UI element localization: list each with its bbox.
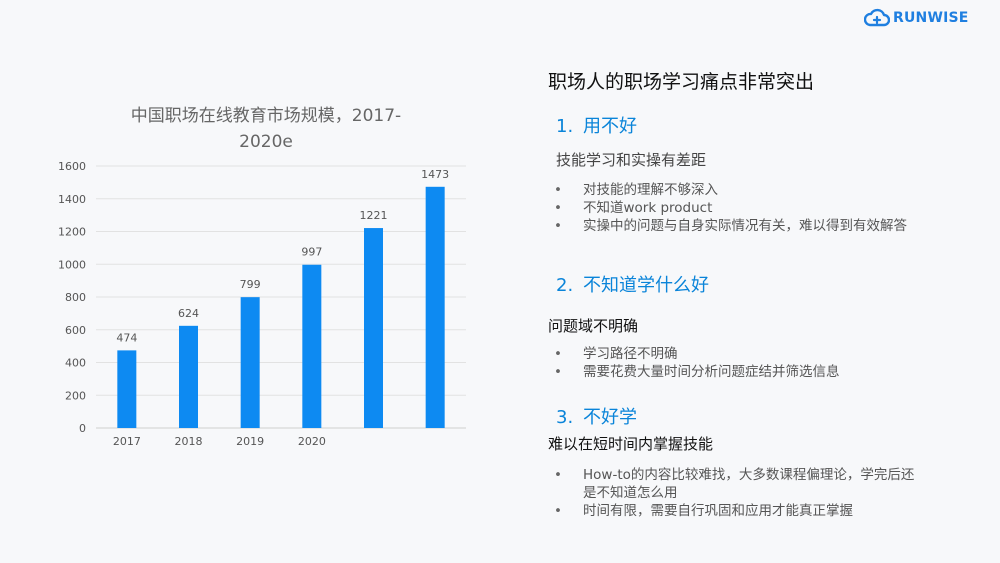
x-axis-ticks: 2017 2018 2019 2020 bbox=[113, 435, 326, 448]
logo-text: RUNWISE bbox=[893, 10, 969, 26]
list-item: 学习路径不明确 bbox=[554, 345, 840, 363]
list-item: 实操中的问题与自身实际情况有关，难以得到有效解答 bbox=[554, 217, 907, 235]
y-tick-label: 1600 bbox=[58, 160, 86, 173]
x-tick-label: 2017 bbox=[113, 435, 141, 448]
x-tick-label: 2019 bbox=[236, 435, 264, 448]
list-item: 对技能的理解不够深入 bbox=[554, 181, 907, 199]
data-labels: 474 624 799 997 1221 1473 bbox=[116, 168, 449, 345]
page-title: 职场人的职场学习痛点非常突出 bbox=[548, 71, 815, 93]
section-1-subhead: 技能学习和实操有差距 bbox=[556, 151, 707, 169]
y-tick-label: 200 bbox=[65, 389, 86, 402]
data-label: 624 bbox=[178, 307, 199, 320]
x-tick-label: 2018 bbox=[175, 435, 203, 448]
y-tick-label: 400 bbox=[65, 357, 86, 370]
runwise-logo: RUNWISE bbox=[864, 8, 969, 28]
gridlines bbox=[96, 165, 466, 429]
pain-points-panel: 职场人的职场学习痛点非常突出 1. 用不好 技能学习和实操有差距 对技能的理解不够… bbox=[530, 0, 1000, 563]
y-tick-label: 0 bbox=[79, 422, 86, 435]
data-label: 474 bbox=[116, 331, 137, 344]
section-3-title-text: 不好学 bbox=[583, 407, 637, 428]
data-label: 1473 bbox=[421, 168, 449, 181]
chart-title-line1: 中国职场在线教育市场规模，2017- bbox=[131, 106, 401, 126]
bar bbox=[425, 186, 445, 428]
bar bbox=[302, 264, 322, 428]
list-item: 时间有限，需要自行巩固和应用才能真正掌握 bbox=[554, 502, 914, 520]
y-axis-ticks: 0 200 400 600 800 1000 1200 1400 1600 bbox=[58, 160, 86, 435]
section-2-bullets: 学习路径不明确 需要花费大量时间分析问题症结并筛选信息 bbox=[554, 345, 840, 381]
chart-title-line2: 2020e bbox=[239, 132, 293, 152]
list-item: How-to的内容比较难找，大多数课程偏理论，学完后还 bbox=[554, 466, 914, 484]
section-3-title: 3. 不好学 bbox=[556, 403, 637, 429]
section-3-subhead: 难以在短时间内掌握技能 bbox=[548, 435, 714, 453]
bar bbox=[240, 297, 260, 428]
list-item: 不知道work product bbox=[554, 199, 907, 217]
data-label: 997 bbox=[301, 246, 322, 259]
y-tick-label: 800 bbox=[65, 291, 86, 304]
section-1-bullets: 对技能的理解不够深入 不知道work product 实操中的问题与自身实际情况… bbox=[554, 181, 907, 235]
data-label: 799 bbox=[240, 278, 261, 291]
section-2-title-text: 不知道学什么好 bbox=[583, 275, 709, 296]
section-2-number: 2. bbox=[556, 275, 574, 296]
y-tick-label: 1400 bbox=[58, 193, 86, 206]
section-1-number: 1. bbox=[556, 116, 574, 137]
list-item: 需要花费大量时间分析问题症结并筛选信息 bbox=[554, 363, 840, 381]
section-1-title-text: 用不好 bbox=[583, 116, 637, 137]
section-2-title: 2. 不知道学什么好 bbox=[556, 271, 709, 297]
bar bbox=[364, 228, 383, 428]
section-3-number: 3. bbox=[556, 407, 574, 428]
y-tick-label: 1000 bbox=[58, 258, 86, 271]
section-3-bullets: How-to的内容比较难找，大多数课程偏理论，学完后还 是不知道怎么用 时间有限… bbox=[554, 466, 914, 520]
data-label: 1221 bbox=[360, 209, 388, 222]
bar bbox=[117, 350, 137, 428]
market-size-bar-chart: 中国职场在线教育市场规模，2017- 2020e 0 200 400 600 800 10… bbox=[58, 106, 466, 448]
bar bbox=[179, 325, 198, 428]
bars bbox=[117, 186, 445, 428]
section-1-title: 1. 用不好 bbox=[556, 112, 637, 138]
y-tick-label: 600 bbox=[65, 324, 86, 337]
section-2-subhead: 问题域不明确 bbox=[548, 317, 639, 335]
y-tick-label: 1200 bbox=[58, 226, 86, 239]
x-tick-label: 2020 bbox=[298, 435, 326, 448]
list-item-continuation: 是不知道怎么用 bbox=[583, 485, 678, 501]
cloud-logo-icon bbox=[864, 8, 890, 27]
